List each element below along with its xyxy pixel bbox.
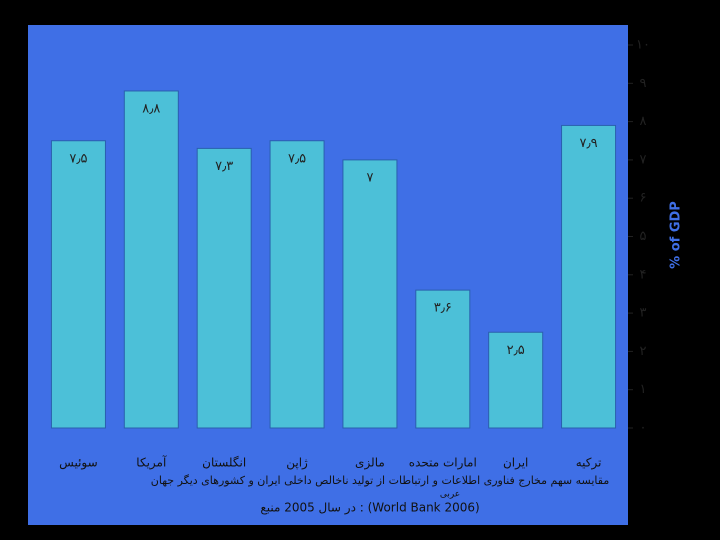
y-tick-label: ۳ [640,306,647,321]
x-tick-label: مالزی [355,456,385,471]
bar [342,159,398,429]
caption: مقایسه سهم مخارج فناوری اطلاعات و ارتباط… [151,474,610,487]
y-tick-label: ۴ [640,267,647,282]
bar [50,140,106,429]
value-label: ۷٫۵ [69,151,87,166]
bar [123,90,179,429]
value-label: ۳٫۶ [434,301,452,316]
value-label: ۷ [366,170,373,185]
value-label: ۷٫۹ [579,136,597,151]
bar [415,289,471,429]
x-tick-label: ژاپن [286,456,308,471]
y-tick-label: ۵ [640,229,647,244]
bar [196,147,252,429]
x-tick-label: انگلستان [202,456,246,470]
y-axis-label: % of GDP [669,201,684,269]
x-tick-label: امارات متحده [409,456,477,471]
x-tick-label: سوئیس [59,456,98,471]
source: در سال 2005 منبع : (World Bank 2006) [260,501,479,516]
bar [488,331,544,429]
y-tick-label: ۷ [640,152,647,167]
y-tick-label: ۰ [640,421,647,436]
x-tick-label: ترکیه [576,456,602,471]
bar [561,124,617,429]
x-tick-label: آمریکا [136,455,167,471]
caption-note: عربی [440,490,460,500]
plot-area [28,25,628,525]
x-tick-label: ایران [503,456,528,471]
y-tick-label: ۶ [640,191,647,206]
y-tick-label: ۲ [640,344,647,359]
value-label: ۸٫۸ [142,101,160,116]
bar [269,140,325,429]
value-label: ۷٫۳ [215,159,233,174]
y-tick-label: ۱ [640,382,647,397]
value-label: ۲٫۵ [507,343,525,358]
value-label: ۷٫۵ [288,151,306,166]
y-tick-label: ۱۰ [636,38,650,53]
y-tick-label: ۹ [640,76,647,91]
y-tick-label: ۸ [640,114,647,129]
